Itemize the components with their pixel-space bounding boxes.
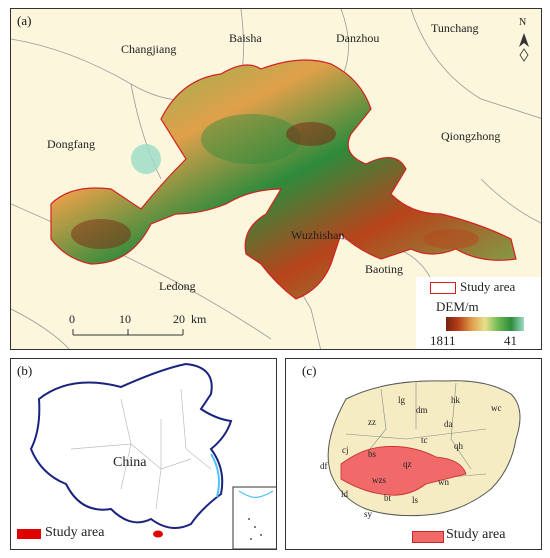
study-area-marker <box>153 530 163 538</box>
panel-c-label: (c) <box>302 363 317 378</box>
study-area-legend-label: Study area <box>460 279 516 294</box>
dem-high-label: 1811 <box>430 333 456 348</box>
hainan-island <box>327 380 521 517</box>
county-label: bs <box>368 449 377 459</box>
place-label: Qiongzhong <box>441 129 501 143</box>
place-label: Changjiang <box>121 42 177 56</box>
county-label: df <box>320 461 328 471</box>
panel-a-dem-map: (a) Tunchang Danzhou Baisha Changjiang D… <box>10 8 542 350</box>
place-label: Ledong <box>159 279 196 293</box>
scale-tick-label: 20 <box>173 312 185 326</box>
dem-color-ramp <box>446 317 524 331</box>
study-area-region <box>340 446 467 496</box>
county-label: tc <box>421 435 428 445</box>
panel-c-hainan-map: (c) lg dm hk wc zz da tc qh cj bs df qz … <box>285 358 542 550</box>
south-sea-inset <box>232 486 276 549</box>
country-label: China <box>113 455 147 470</box>
panel-a-label: (a) <box>17 13 32 28</box>
study-area-swatch <box>412 531 444 543</box>
north-label: N <box>519 17 527 28</box>
study-area-legend-label: Study area <box>446 527 506 542</box>
scale-tick-label: 0 <box>69 312 75 326</box>
scale-unit: km <box>191 312 207 326</box>
dem-low-label: 41 <box>504 333 517 348</box>
china-outline <box>29 362 233 529</box>
county-label: dm <box>416 405 428 415</box>
county-label: hk <box>451 395 460 405</box>
place-label: Wuzhishan <box>291 228 345 242</box>
scale-bar <box>72 329 184 336</box>
study-area-swatch <box>430 282 456 294</box>
county-label: da <box>444 419 453 429</box>
county-label: bt <box>384 493 392 503</box>
china-map-canvas <box>29 362 276 549</box>
study-area-swatch <box>17 529 41 539</box>
dem-study-area <box>50 59 517 300</box>
panel-b-china-map: (b) China Study area <box>10 358 277 550</box>
county-label: zz <box>368 417 376 427</box>
north-arrow-icon <box>519 33 529 62</box>
scale-tick-label: 10 <box>119 312 131 326</box>
county-label: cj <box>342 445 349 455</box>
province-boundaries <box>70 388 212 510</box>
county-label: qh <box>454 441 463 451</box>
dem-map-canvas <box>11 9 541 349</box>
place-label: Baoting <box>365 262 403 276</box>
county-label: wn <box>438 477 449 487</box>
place-label: Dongfang <box>47 137 95 151</box>
study-area-legend-label: Study area <box>45 525 105 540</box>
county-label: sy <box>364 509 373 519</box>
hainan-map-canvas <box>327 380 521 517</box>
place-label: Baisha <box>229 31 262 45</box>
dem-legend: Study area DEM/m 1811 41 <box>416 277 541 349</box>
coastline <box>210 453 220 498</box>
county-label: wzs <box>372 475 386 485</box>
county-label: lg <box>398 395 406 405</box>
county-label: qz <box>403 459 412 469</box>
place-label: Tunchang <box>431 21 479 35</box>
county-label: ls <box>412 495 419 505</box>
county-label: ld <box>341 489 349 499</box>
place-label: Danzhou <box>336 31 380 45</box>
county-label: wc <box>491 403 502 413</box>
panel-b-label: (b) <box>17 363 33 378</box>
dem-legend-title: DEM/m <box>436 299 479 314</box>
